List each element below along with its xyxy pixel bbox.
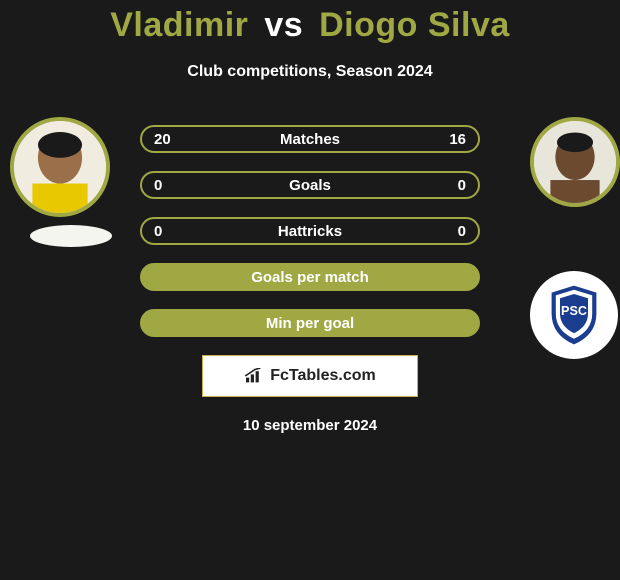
player1-name: Vladimir	[110, 6, 248, 44]
stat-label: Hattricks	[278, 223, 342, 240]
stats-rows: 20 Matches 16 0 Goals 0 0 Hattricks 0 Go…	[140, 125, 480, 337]
player2-avatar	[530, 117, 620, 207]
stat-row-min-per-goal: Min per goal	[140, 309, 480, 337]
stat-label: Min per goal	[266, 315, 354, 332]
brand-box[interactable]: FcTables.com	[202, 355, 418, 397]
stat-right-value: 0	[458, 223, 466, 240]
stat-left-value: 0	[154, 223, 162, 240]
stat-left-value: 0	[154, 177, 162, 194]
stat-row-goals: 0 Goals 0	[140, 171, 480, 199]
player2-club-badge: PSC	[530, 271, 618, 359]
stat-right-value: 0	[458, 177, 466, 194]
player1-club-placeholder	[30, 225, 112, 247]
subtitle: Club competitions, Season 2024	[0, 63, 620, 81]
brand-text: FcTables.com	[270, 367, 376, 385]
stat-row-hattricks: 0 Hattricks 0	[140, 217, 480, 245]
vs-text: vs	[264, 6, 303, 44]
stat-label: Matches	[280, 131, 340, 148]
stat-right-value: 16	[449, 131, 466, 148]
player2-name: Diogo Silva	[319, 6, 510, 44]
date-text: 10 september 2024	[0, 417, 620, 434]
svg-text:PSC: PSC	[561, 304, 587, 318]
stat-left-value: 20	[154, 131, 171, 148]
comparison-content: PSC 20 Matches 16 0 Goals 0 0 Hattricks …	[0, 125, 620, 434]
player1-avatar	[10, 117, 110, 217]
comparison-title: Vladimir vs Diogo Silva	[0, 0, 620, 45]
stat-label: Goals per match	[251, 269, 369, 286]
chart-icon	[244, 368, 264, 384]
stat-row-goals-per-match: Goals per match	[140, 263, 480, 291]
stat-label: Goals	[289, 177, 331, 194]
stat-row-matches: 20 Matches 16	[140, 125, 480, 153]
